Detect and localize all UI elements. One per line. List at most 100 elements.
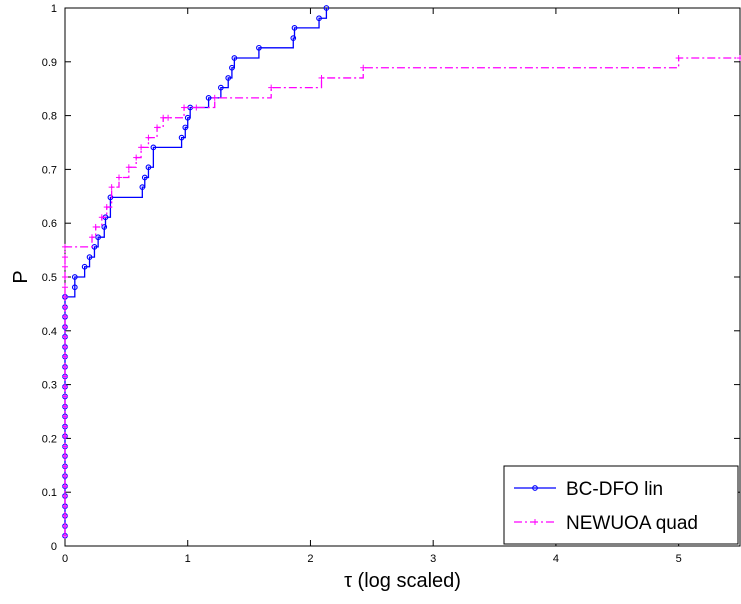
series-0-point — [225, 75, 232, 81]
series-0-point — [316, 15, 322, 22]
series-0-point — [291, 25, 298, 31]
series-1-point — [62, 503, 68, 510]
series-1-point — [62, 433, 68, 440]
series-0-point — [205, 94, 212, 101]
series-0-point — [178, 134, 185, 141]
series-0-point — [139, 184, 146, 191]
series-0-point — [182, 124, 189, 131]
y-tick-label: 0.6 — [42, 218, 57, 230]
y-tick-label: 0.8 — [42, 111, 57, 123]
series-1-point — [737, 55, 741, 62]
series-0-point — [141, 174, 148, 181]
x-tick-label: 0 — [62, 553, 68, 565]
series-1-point — [211, 94, 218, 101]
x-tick-label: 1 — [185, 553, 191, 565]
series-1-point — [62, 492, 68, 499]
x-tick-label: 2 — [307, 553, 313, 565]
series-0-point — [231, 55, 238, 61]
series-0-point — [71, 274, 78, 280]
y-tick-label: 0.3 — [42, 380, 57, 392]
series-1-point — [62, 463, 68, 470]
legend-label-newuoa-quad: NEWUOA quad — [566, 513, 698, 534]
series-1-point — [116, 174, 122, 181]
series-1-point — [360, 64, 367, 71]
series-1-point — [98, 214, 105, 221]
series-1-point — [62, 263, 68, 270]
series-0-point — [71, 284, 78, 291]
y-tick-label: 0 — [51, 541, 57, 553]
series-1-point — [165, 114, 172, 121]
series-1-point — [62, 403, 68, 410]
axis-ticks: 0 1 2 3 4 5 0 0.1 0.2 0.3 0.4 0.5 0.6 0.7 0.8 0.9 1 — [42, 3, 740, 565]
series-layer — [62, 5, 741, 539]
series-1-point — [193, 104, 200, 111]
series-0-point — [95, 234, 101, 241]
series-1-point — [62, 243, 68, 250]
series-1-point — [108, 184, 115, 191]
series-0-point — [107, 194, 114, 201]
series-1-point — [62, 304, 68, 311]
series-1-point — [138, 144, 145, 151]
series-0-point — [229, 64, 235, 71]
y-axis-title: P — [10, 270, 32, 283]
series-1-point — [62, 373, 68, 380]
series-1-point — [125, 164, 132, 171]
series-1-point — [675, 55, 682, 62]
x-axis-title: τ (log scaled) — [344, 570, 461, 592]
series-1-point — [62, 393, 68, 400]
series-1-point — [62, 453, 68, 460]
series-0-point — [290, 35, 297, 41]
series-line-1 — [64, 57, 740, 536]
series-1-point — [133, 154, 140, 161]
series-1-point — [62, 423, 68, 430]
series-1-point — [62, 333, 68, 340]
x-tick-label: 3 — [430, 553, 436, 565]
y-tick-label: 0.2 — [42, 433, 57, 445]
series-1-point — [62, 383, 68, 390]
series-0-point — [86, 254, 93, 260]
series-1-point — [318, 74, 325, 81]
y-tick-label: 0.4 — [42, 326, 57, 338]
legend-box — [503, 465, 739, 545]
series-0-point — [218, 84, 224, 91]
series-0-point — [145, 164, 152, 171]
series-1-point — [62, 343, 68, 350]
series-1-point — [62, 483, 68, 490]
y-tick-label: 0.7 — [42, 164, 57, 176]
series-1-point — [92, 223, 99, 230]
y-tick-label: 0.9 — [42, 57, 57, 69]
series-1-point — [62, 293, 68, 300]
series-1-point — [89, 234, 95, 241]
series-1-point — [62, 413, 68, 420]
series-0-point — [101, 224, 108, 230]
legend-label-bc-dfo-lin: BC-DFO lin — [566, 479, 663, 500]
legend-marker-0 — [532, 485, 538, 491]
series-1-point — [103, 204, 110, 211]
series-1-point — [62, 532, 68, 539]
series-1-point — [62, 254, 68, 261]
series-1-point — [154, 124, 161, 131]
series-1-point — [62, 443, 68, 450]
y-tick-label: 0.1 — [42, 487, 57, 499]
series-0-point — [323, 5, 330, 11]
series-1-point — [62, 363, 68, 370]
series-1-point — [62, 523, 68, 530]
series-1-point — [62, 274, 68, 280]
series-0-point — [81, 263, 88, 270]
series-1-point — [145, 134, 152, 141]
series-1-point — [62, 512, 68, 519]
series-1-point — [62, 284, 68, 291]
series-0-point — [256, 44, 262, 51]
series-1-point — [181, 104, 188, 111]
series-1-point — [62, 324, 68, 331]
series-0-point — [150, 144, 157, 151]
series-0-point — [184, 114, 191, 121]
legend: BC-DFO lin NEWUOA quad — [503, 465, 739, 545]
y-tick-label: 1 — [51, 3, 57, 15]
x-tick-label: 4 — [553, 553, 559, 565]
series-1-point — [62, 353, 68, 360]
series-1-point — [62, 473, 68, 480]
x-tick-label: 5 — [676, 553, 682, 565]
series-1-point — [268, 84, 275, 91]
